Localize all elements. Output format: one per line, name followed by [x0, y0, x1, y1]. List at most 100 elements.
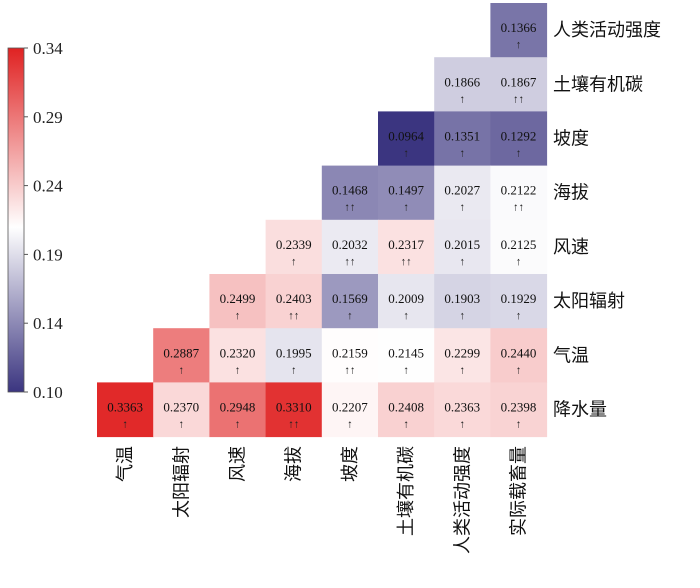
cell-value: 0.3310 — [276, 400, 312, 415]
cell-arrow: ↑↑ — [513, 202, 524, 214]
cell-rect — [378, 165, 435, 221]
cell-arrow: ↑ — [516, 39, 522, 51]
cell-rect — [97, 382, 154, 438]
row-label: 坡度 — [553, 129, 589, 150]
cell-rect — [321, 165, 379, 221]
cell-value: 0.3363 — [107, 400, 143, 415]
heatmap-cell: 0.2159 ↑↑ — [321, 328, 379, 383]
cell-arrow: ↑ — [347, 419, 353, 431]
heatmap-cells: 0.1366↑0.1866↑0.1867↑↑0.0964↑0.1351↑0.12… — [97, 3, 548, 438]
cell-value: 0.1929 — [501, 291, 537, 306]
cell-arrow: ↑↑ — [288, 310, 299, 322]
heatmap-cell: 0.3363 ↑ — [97, 382, 154, 438]
cell-value: 0.1866 — [444, 74, 480, 89]
heatmap-cell: 0.0964 ↑ — [378, 111, 435, 167]
cell-rect — [378, 274, 435, 329]
cell-rect — [378, 328, 435, 383]
column-label: 海拔 — [284, 446, 305, 482]
cell-rect — [434, 165, 491, 221]
heatmap-cell: 0.2009 ↑ — [378, 274, 435, 329]
colorbar-tick-label: 0.19 — [33, 245, 63, 264]
cell-value: 0.2887 — [163, 345, 199, 360]
cell-rect — [434, 57, 491, 112]
cell-value: 0.2125 — [501, 237, 537, 252]
heatmap-cell: 0.3310 ↑↑ — [265, 382, 323, 438]
colorbar: 0.34 0.29 0.24 0.19 0.14 0.10 — [7, 39, 63, 402]
cell-rect — [265, 328, 323, 383]
heatmap-cell: 0.2320 ↑ — [209, 328, 267, 383]
column-label: 风速 — [228, 446, 249, 482]
heatmap-cell: 0.2027 ↑ — [434, 165, 491, 221]
heatmap-cell: 0.1867 ↑↑ — [490, 57, 548, 112]
cell-value: 0.1366 — [501, 20, 537, 35]
cell-value: 0.1351 — [444, 129, 480, 144]
cell-arrow: ↑ — [516, 148, 522, 160]
cell-rect — [490, 274, 548, 329]
heatmap-cell: 0.1497 ↑ — [378, 165, 435, 221]
cell-rect — [490, 165, 548, 221]
cell-value: 0.1867 — [501, 74, 537, 89]
cell-rect — [153, 382, 210, 438]
row-label: 风速 — [553, 237, 589, 258]
row-label: 气温 — [553, 345, 589, 366]
cell-value: 0.2398 — [501, 400, 537, 415]
cell-value: 0.2032 — [332, 237, 368, 252]
cell-rect — [490, 111, 548, 167]
heatmap-cell: 0.1366 ↑ — [490, 3, 548, 58]
heatmap-cell: 0.2317 ↑↑ — [378, 219, 435, 275]
cell-arrow: ↑ — [347, 310, 353, 322]
cell-arrow: ↑ — [291, 364, 297, 376]
heatmap-cell: 0.2145 ↑ — [378, 328, 435, 383]
cell-rect — [434, 382, 491, 438]
cell-arrow: ↑ — [460, 310, 466, 322]
cell-value: 0.1903 — [444, 291, 480, 306]
heatmap-cell: 0.2887 ↑ — [153, 328, 210, 383]
heatmap-cell: 0.2440 ↑ — [490, 328, 548, 383]
cell-arrow: ↑ — [235, 419, 241, 431]
cell-rect — [321, 382, 379, 438]
cell-rect — [490, 219, 548, 275]
cell-value: 0.2317 — [388, 237, 424, 252]
cell-rect — [153, 328, 210, 383]
cell-value: 0.2159 — [332, 345, 368, 360]
cell-arrow: ↑↑ — [288, 419, 299, 431]
heatmap-cell: 0.2499 ↑ — [209, 274, 267, 329]
heatmap-cell: 0.2207 ↑ — [321, 382, 379, 438]
heatmap-cell: 0.2408 ↑ — [378, 382, 435, 438]
cell-rect — [321, 219, 379, 275]
cell-rect — [490, 382, 548, 438]
colorbar-tick-label: 0.10 — [33, 383, 63, 402]
cell-value: 0.2009 — [388, 291, 424, 306]
heatmap-cell: 0.1995 ↑ — [265, 328, 323, 383]
cell-arrow: ↑ — [516, 256, 522, 268]
cell-value: 0.2408 — [388, 400, 424, 415]
heatmap-cell: 0.2125 ↑ — [490, 219, 548, 275]
heatmap-cell: 0.2403 ↑↑ — [265, 274, 323, 329]
heatmap-cell: 0.1929 ↑ — [490, 274, 548, 329]
cell-value: 0.2299 — [444, 345, 480, 360]
heatmap-cell: 0.2032 ↑↑ — [321, 219, 379, 275]
cell-rect — [321, 328, 379, 383]
cell-value: 0.2370 — [163, 400, 199, 415]
heatmap-cell: 0.2339 ↑ — [265, 219, 323, 275]
cell-rect — [265, 382, 323, 438]
row-label: 太阳辐射 — [553, 291, 625, 312]
heatmap-cell: 0.2122 ↑↑ — [490, 165, 548, 221]
column-label: 实际载畜量 — [509, 446, 530, 536]
cell-arrow: ↑ — [516, 419, 522, 431]
cell-arrow: ↑↑ — [401, 256, 412, 268]
heatmap-cell: 0.1903 ↑ — [434, 274, 491, 329]
cell-arrow: ↑ — [235, 310, 241, 322]
column-label: 土壤有机碳 — [396, 446, 417, 536]
cell-arrow: ↑ — [122, 419, 128, 431]
cell-arrow: ↑↑ — [344, 364, 355, 376]
cell-arrow: ↑ — [460, 202, 466, 214]
row-label: 海拔 — [553, 183, 589, 204]
cell-arrow: ↑ — [460, 256, 466, 268]
cell-arrow: ↑ — [291, 256, 297, 268]
cell-arrow: ↑ — [460, 419, 466, 431]
cell-rect — [434, 219, 491, 275]
cell-rect — [490, 57, 548, 112]
